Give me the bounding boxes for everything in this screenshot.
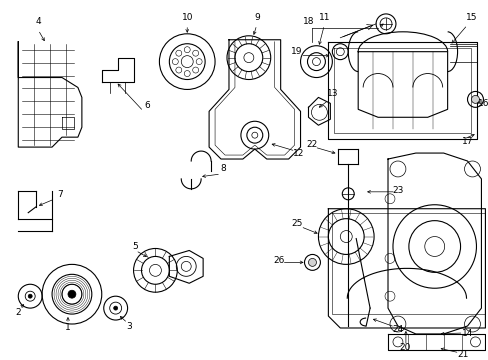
Text: 14: 14	[461, 329, 472, 338]
Text: 16: 16	[477, 99, 488, 108]
Text: 24: 24	[391, 325, 403, 334]
Text: 19: 19	[290, 47, 302, 56]
Text: 8: 8	[220, 165, 225, 174]
Ellipse shape	[113, 306, 118, 310]
Text: 26: 26	[272, 256, 284, 265]
Text: 5: 5	[132, 242, 138, 251]
Text: 21: 21	[457, 350, 468, 359]
Text: 17: 17	[461, 137, 472, 146]
Text: 23: 23	[391, 186, 403, 195]
Text: 15: 15	[465, 13, 476, 22]
Text: 13: 13	[326, 89, 337, 98]
Text: 12: 12	[292, 149, 304, 158]
Text: 10: 10	[181, 13, 193, 22]
Text: 20: 20	[398, 343, 410, 352]
Text: 7: 7	[57, 190, 63, 199]
Ellipse shape	[308, 258, 316, 266]
Ellipse shape	[28, 294, 32, 298]
Ellipse shape	[470, 95, 478, 103]
Text: 9: 9	[253, 13, 259, 22]
Text: 4: 4	[35, 17, 41, 26]
Text: 22: 22	[306, 140, 317, 149]
Text: 25: 25	[290, 219, 302, 228]
Ellipse shape	[68, 290, 76, 298]
Text: 3: 3	[126, 321, 132, 330]
Text: 18: 18	[302, 17, 314, 26]
Text: 6: 6	[144, 101, 150, 110]
Text: 1: 1	[65, 324, 71, 333]
Text: 11: 11	[318, 13, 329, 22]
Text: 2: 2	[16, 307, 21, 316]
